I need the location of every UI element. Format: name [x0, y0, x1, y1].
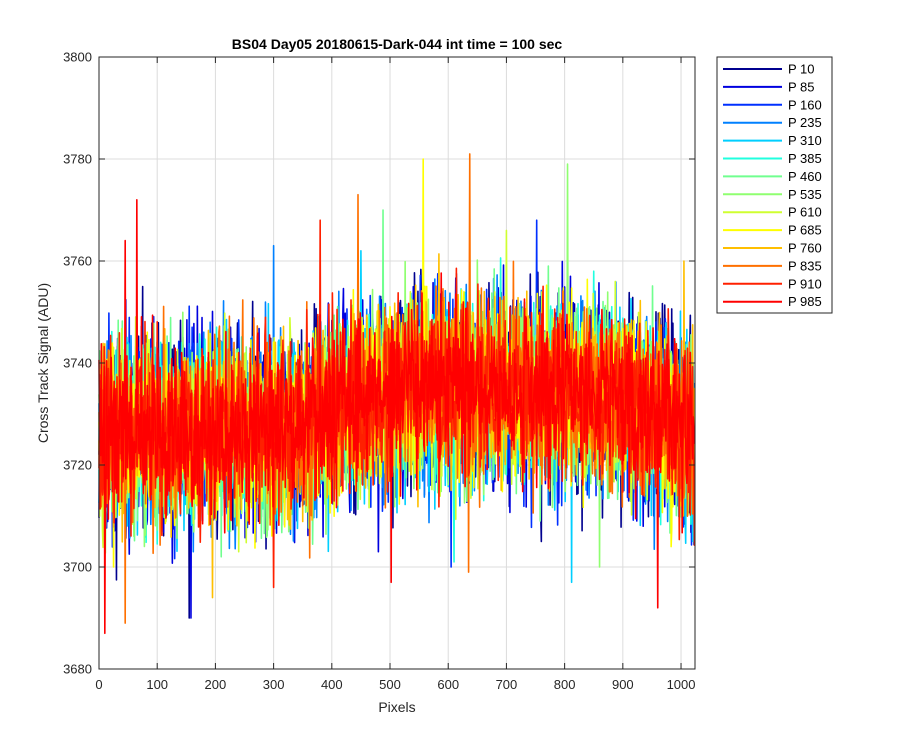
legend-label: P 910: [788, 276, 822, 291]
plot-area: [98, 56, 696, 670]
x-tick-label: 700: [496, 677, 518, 692]
y-tick-label: 3740: [63, 356, 92, 371]
y-tick-label: 3780: [63, 152, 92, 167]
x-tick-label: 400: [321, 677, 343, 692]
legend-label: P 685: [788, 223, 822, 238]
series-line: [98, 199, 696, 635]
x-axis: 0 100 200 300 400 500 600 700 800 900 1000: [95, 57, 695, 692]
legend-label: P 610: [788, 205, 822, 220]
legend-label: P 85: [788, 79, 815, 94]
y-tick-label: 3680: [63, 662, 92, 677]
legend-box: [716, 56, 833, 314]
legend-label: P 235: [788, 115, 822, 130]
x-tick-label: 900: [612, 677, 634, 692]
chart-title: BS04 Day05 20180615-Dark-044 int time = …: [232, 36, 563, 52]
legend-label: P 160: [788, 97, 822, 112]
legend-label: P 835: [788, 258, 822, 273]
y-tick-label: 3700: [63, 560, 92, 575]
x-tick-label: 300: [263, 677, 285, 692]
x-tick-label: 800: [554, 677, 576, 692]
y-axis: 3680 3700 3720 3740 3760 3780 3800: [63, 50, 695, 677]
y-tick-label: 3760: [63, 254, 92, 269]
series-lines: [98, 153, 696, 635]
x-tick-label: 200: [205, 677, 227, 692]
x-tick-label: 1000: [667, 677, 696, 692]
legend-label: P 10: [788, 62, 815, 77]
legend-label: P 310: [788, 133, 822, 148]
y-tick-label: 3720: [63, 458, 92, 473]
x-axis-label: Pixels: [378, 699, 415, 715]
legend-label: P 535: [788, 187, 822, 202]
x-tick-label: 100: [146, 677, 168, 692]
x-tick-label: 0: [95, 677, 102, 692]
y-tick-label: 3800: [63, 50, 92, 65]
x-tick-label: 600: [437, 677, 459, 692]
legend: P 10 P 85 P 160 P 235 P 310 P 385 P 460 P 535 P …: [716, 56, 833, 314]
x-tick-label: 500: [379, 677, 401, 692]
legend-label: P 460: [788, 169, 822, 184]
legend-label: P 985: [788, 294, 822, 309]
legend-label: P 385: [788, 151, 822, 166]
y-axis-label: Cross Track Signal (ADU): [35, 283, 51, 443]
legend-label: P 760: [788, 241, 822, 256]
